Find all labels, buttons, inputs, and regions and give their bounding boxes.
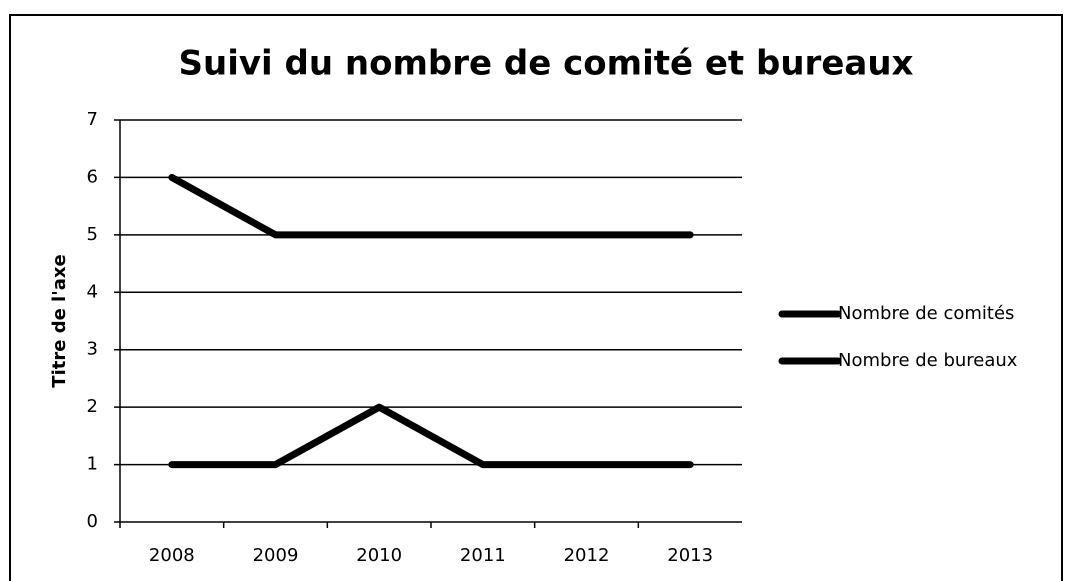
x-tick-label: 2012 — [564, 545, 610, 566]
x-tick-label: 2011 — [460, 545, 506, 566]
y-tick-label: 6 — [87, 166, 98, 187]
y-tick-label: 3 — [87, 339, 98, 360]
chart-frame — [9, 14, 1063, 581]
series-line — [168, 403, 694, 469]
series-line — [168, 173, 694, 239]
legend-label: Nombre de bureaux — [838, 350, 1018, 371]
legend-label: Nombre de comités — [838, 303, 1014, 324]
chart-title: Suivi du nombre de comité et bureaux — [179, 44, 914, 84]
y-tick-label: 7 — [87, 109, 98, 130]
x-tick-label: 2008 — [149, 545, 195, 566]
x-tick-label: 2013 — [667, 545, 713, 566]
y-tick-label: 2 — [87, 396, 98, 417]
y-tick-label: 1 — [87, 454, 98, 475]
x-tick-label: 2010 — [356, 545, 402, 566]
y-axis-label: Titre de l'axe — [49, 254, 70, 387]
y-tick-label: 5 — [87, 224, 98, 245]
y-tick-label: 4 — [87, 281, 98, 302]
x-tick-label: 2009 — [253, 545, 299, 566]
y-tick-label: 0 — [87, 511, 98, 532]
